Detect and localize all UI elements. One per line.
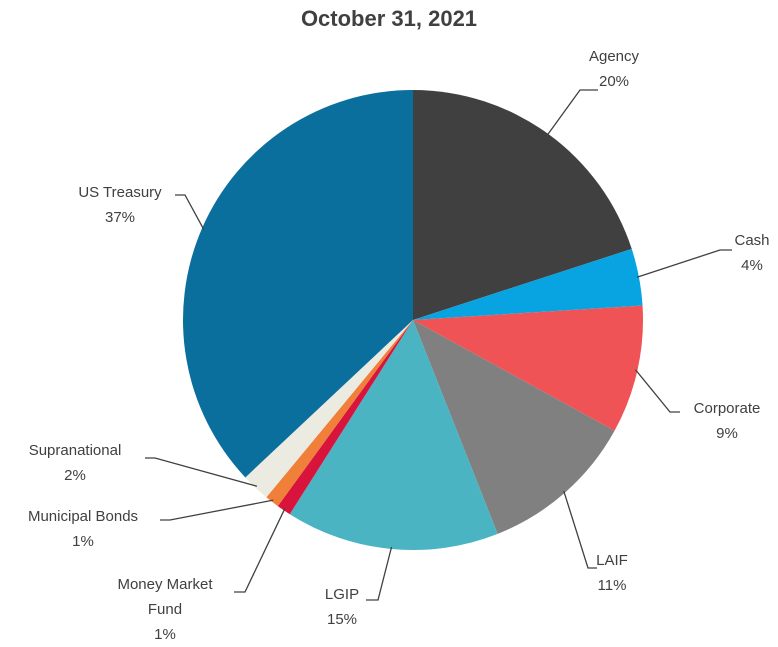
leader-line xyxy=(636,249,732,278)
slice-value-label: 1% xyxy=(72,533,94,550)
pie-slice xyxy=(289,320,498,550)
slice-value-label: 20% xyxy=(598,73,630,90)
slice-label: Supranational xyxy=(28,442,122,459)
leader-line xyxy=(160,499,274,521)
leader-line xyxy=(366,546,393,601)
slice-value-label: 2% xyxy=(64,467,86,484)
slice-value-label: 11% xyxy=(597,577,627,594)
leader-line xyxy=(145,457,258,487)
leader-line xyxy=(563,490,597,569)
pie-slice xyxy=(413,248,643,320)
slice-value-label: 1% xyxy=(154,626,176,643)
leader-line xyxy=(546,89,598,136)
slice-label: Money Market Fund xyxy=(117,576,213,618)
slice-label: Corporate xyxy=(693,400,761,417)
pie-slice xyxy=(245,320,413,498)
pie-slice xyxy=(266,320,413,507)
slice-label: LAIF xyxy=(596,552,628,569)
leader-line xyxy=(234,508,286,593)
slice-label: US Treasury xyxy=(78,184,162,201)
slice-value-label: 4% xyxy=(741,257,763,274)
pie-slice xyxy=(277,320,413,515)
slice-value-label: 15% xyxy=(326,611,358,628)
pie-slice xyxy=(182,89,413,478)
slice-value-label: 37% xyxy=(104,209,136,226)
slice-label: LGIP xyxy=(324,586,360,603)
slice-value-label: 9% xyxy=(716,425,738,442)
chart-title: October 31, 2021 xyxy=(300,6,478,31)
pie-slice xyxy=(413,305,643,431)
pie-slice xyxy=(413,320,615,534)
pie-slice xyxy=(413,90,632,320)
slice-label: Agency xyxy=(588,48,640,65)
slice-label: Cash xyxy=(734,232,770,249)
leader-line xyxy=(635,369,680,413)
slice-label: Municipal Bonds xyxy=(27,508,139,525)
leader-line xyxy=(175,194,205,230)
